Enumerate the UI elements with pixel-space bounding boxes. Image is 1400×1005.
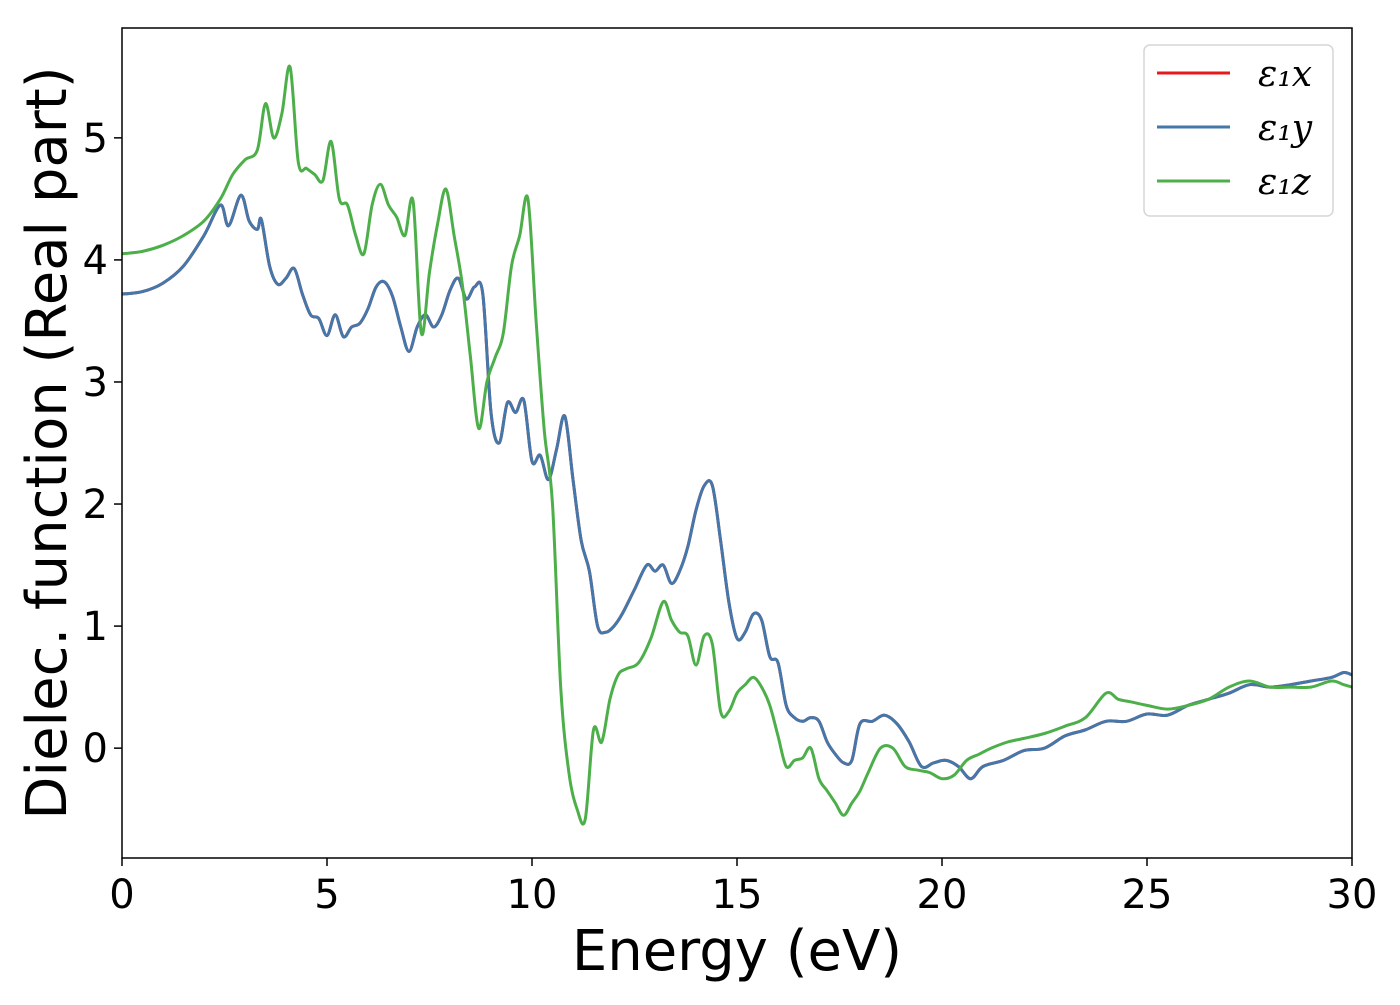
x-axis-title: Energy (eV) bbox=[572, 919, 902, 984]
legend: ε₁x ε₁y ε₁z bbox=[1143, 44, 1334, 217]
series-line-2 bbox=[122, 193, 1352, 781]
y-tick-label: 3 bbox=[83, 360, 108, 406]
series-layer bbox=[122, 64, 1352, 826]
legend-label: ε₁x bbox=[1258, 54, 1312, 95]
y-tick-label: 2 bbox=[83, 482, 108, 528]
ticks-layer: 0 5 10 15 20 25 30 0 1 2 3 4 5 bbox=[83, 116, 1378, 918]
y-tick-label: 0 bbox=[83, 726, 108, 772]
x-tick-label: 30 bbox=[1327, 872, 1378, 918]
legend-box bbox=[1143, 44, 1334, 217]
x-tick-label: 25 bbox=[1122, 872, 1173, 918]
legend-label: ε₁y bbox=[1258, 108, 1313, 149]
y-tick-label: 1 bbox=[83, 604, 108, 650]
x-tick-label: 5 bbox=[314, 872, 339, 918]
legend-label: ε₁z bbox=[1258, 162, 1312, 203]
y-tick-label: 4 bbox=[83, 238, 108, 284]
x-tick-label: 20 bbox=[917, 872, 968, 918]
x-tick-label: 10 bbox=[507, 872, 558, 918]
series-line-3 bbox=[122, 64, 1352, 826]
x-tick-label: 15 bbox=[712, 872, 763, 918]
y-axis-title: Dielec. function (Real part) bbox=[15, 66, 80, 819]
x-tick-label: 0 bbox=[109, 872, 134, 918]
y-tick-label: 5 bbox=[83, 116, 108, 162]
